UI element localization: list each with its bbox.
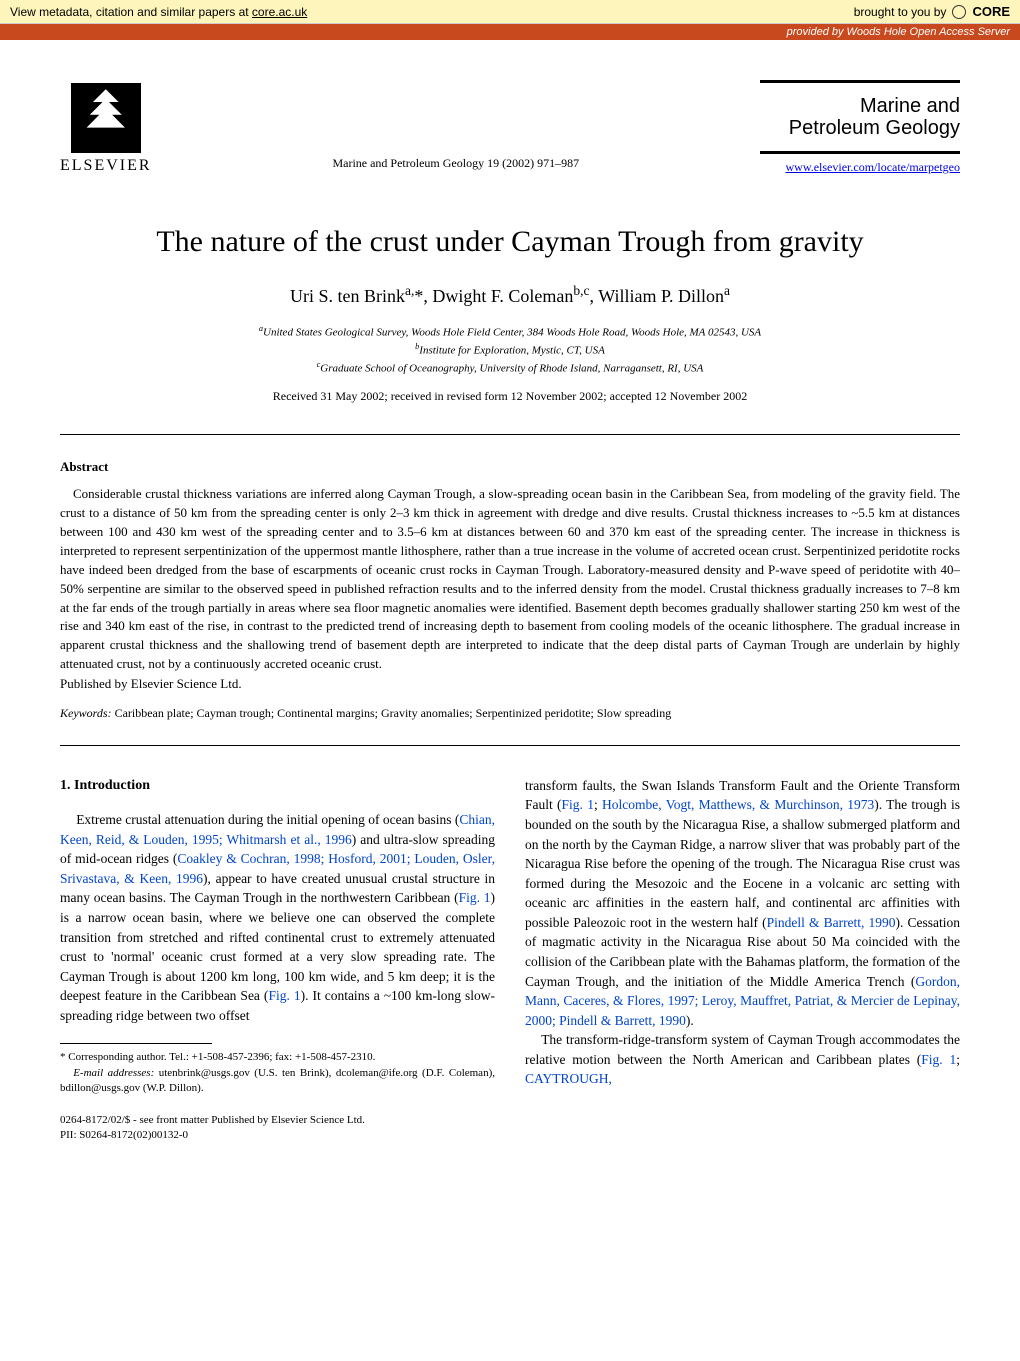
elsevier-tree-icon <box>71 83 141 153</box>
affiliation-c: Graduate School of Oceanography, Univers… <box>320 363 703 375</box>
article-title: The nature of the crust under Cayman Tro… <box>60 225 960 259</box>
figure-link[interactable]: Fig. 1 <box>268 988 300 1003</box>
journal-title-container: Marine and Petroleum Geology www.elsevie… <box>760 80 960 175</box>
core-right: brought to you by CORE <box>854 4 1010 19</box>
abstract-publisher: Published by Elsevier Science Ltd. <box>60 676 960 692</box>
divider <box>60 434 960 435</box>
journal-header: ELSEVIER Marine and Petroleum Geology 19… <box>60 80 960 175</box>
affiliations: aUnited States Geological Survey, Woods … <box>60 323 960 377</box>
abstract-section: Abstract Considerable crustal thickness … <box>60 459 960 720</box>
corresponding-author: * Corresponding author. Tel.: +1-508-457… <box>60 1050 495 1065</box>
footnotes: * Corresponding author. Tel.: +1-508-457… <box>60 1050 495 1096</box>
section-heading-intro: 1. Introduction <box>60 776 495 796</box>
core-brought: brought to you by <box>854 5 947 19</box>
journal-title-line1: Marine and <box>760 95 960 117</box>
core-logo-icon <box>952 5 966 19</box>
column-right: transform faults, the Swan Islands Trans… <box>525 776 960 1143</box>
footnote-separator <box>60 1043 212 1044</box>
keywords-text: Caribbean plate; Cayman trough; Continen… <box>115 706 672 720</box>
citation-link[interactable]: Pindell & Barrett, 1990 <box>767 915 896 930</box>
divider <box>60 745 960 746</box>
authors: Uri S. ten Brinka,*, Dwight F. Colemanb,… <box>60 283 960 307</box>
figure-link[interactable]: Fig. 1 <box>921 1052 956 1067</box>
keywords-label: Keywords: <box>60 706 112 720</box>
provided-by-text: provided by Woods Hole Open Access Serve… <box>787 26 1010 38</box>
core-link[interactable]: core.ac.uk <box>252 5 307 19</box>
journal-title-line2: Petroleum Geology <box>760 117 960 139</box>
affiliation-b: Institute for Exploration, Mystic, CT, U… <box>419 345 605 357</box>
received-dates: Received 31 May 2002; received in revise… <box>60 389 960 404</box>
figure-link[interactable]: Fig. 1 <box>562 797 594 812</box>
elsevier-text: ELSEVIER <box>60 157 152 175</box>
abstract-heading: Abstract <box>60 459 960 475</box>
intro-paragraph-1: Extreme crustal attenuation during the i… <box>60 810 495 1025</box>
provided-by-bar: provided by Woods Hole Open Access Serve… <box>0 24 1020 40</box>
copyright-pii: PII: S0264-8172(02)00132-0 <box>60 1128 495 1143</box>
citation-link[interactable]: CAYTROUGH, <box>525 1071 612 1086</box>
copyright-block: 0264-8172/02/$ - see front matter Publis… <box>60 1113 495 1144</box>
keywords-line: Keywords: Caribbean plate; Cayman trough… <box>60 706 960 721</box>
citation-link[interactable]: Holcombe, Vogt, Matthews, & Murchinson, … <box>602 797 874 812</box>
affiliation-a: United States Geological Survey, Woods H… <box>263 327 761 339</box>
intro-paragraph-2: The transform-ridge-transform system of … <box>525 1030 960 1089</box>
core-banner: View metadata, citation and similar pape… <box>0 0 1020 24</box>
intro-paragraph-1-cont: transform faults, the Swan Islands Trans… <box>525 776 960 1030</box>
core-logo-text: CORE <box>972 4 1010 19</box>
journal-url-link[interactable]: www.elsevier.com/locate/marpetgeo <box>786 160 961 174</box>
journal-reference: Marine and Petroleum Geology 19 (2002) 9… <box>152 156 760 175</box>
copyright-line1: 0264-8172/02/$ - see front matter Publis… <box>60 1113 495 1128</box>
figure-link[interactable]: Fig. 1 <box>459 890 491 905</box>
email-label: E-mail addresses: <box>73 1067 154 1079</box>
body-columns: 1. Introduction Extreme crustal attenuat… <box>60 776 960 1143</box>
core-metadata-text: View metadata, citation and similar pape… <box>10 5 252 19</box>
elsevier-logo-block: ELSEVIER <box>60 83 152 175</box>
abstract-body: Considerable crustal thickness variation… <box>60 485 960 673</box>
column-left: 1. Introduction Extreme crustal attenuat… <box>60 776 495 1143</box>
